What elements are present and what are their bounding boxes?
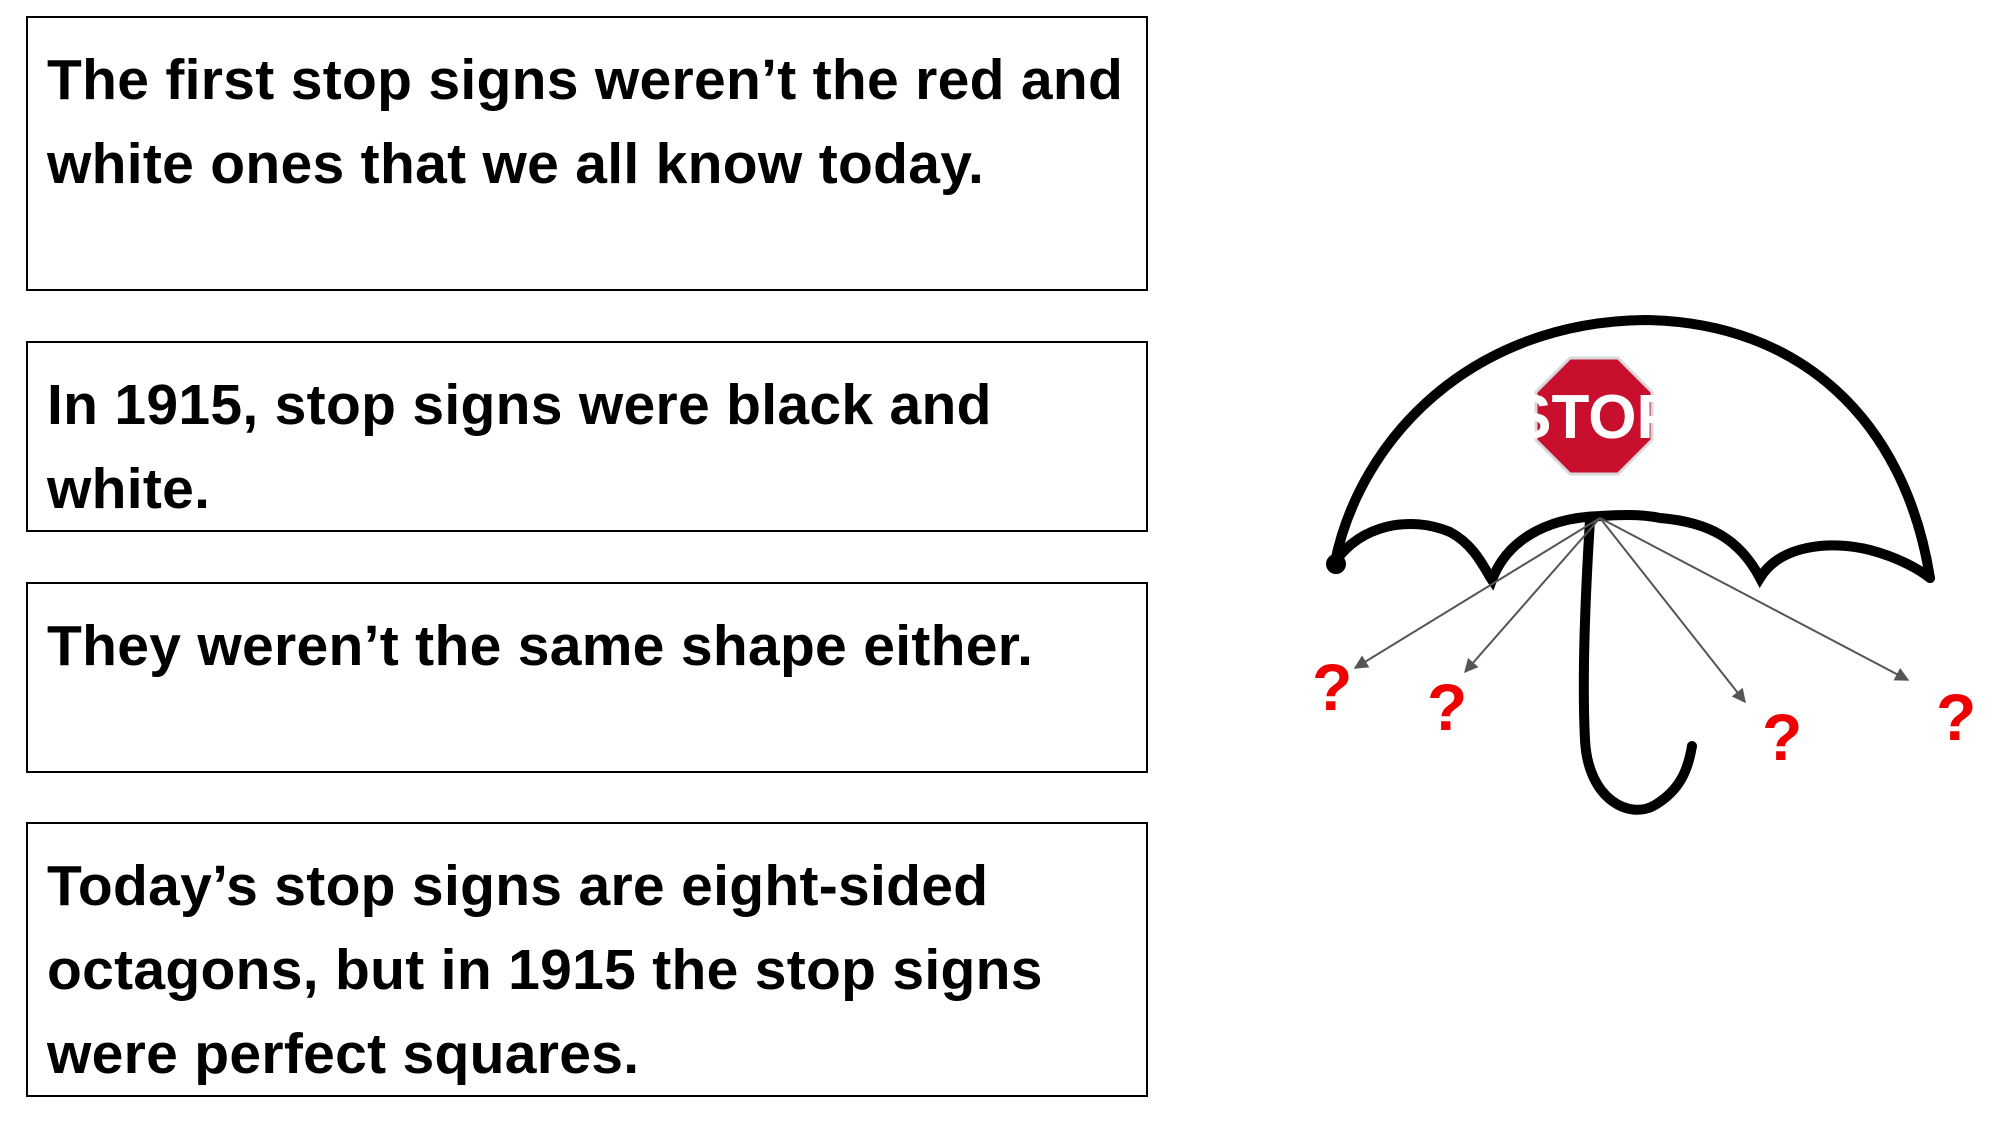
umbrella-tip — [1326, 554, 1346, 574]
umbrella-stop-sign-illustration: STOP ? ? ? ? — [1312, 314, 1976, 815]
fact-text-4: Today’s stop signs are eight-sided octag… — [47, 854, 1043, 1086]
umbrella-handle — [1578, 515, 1697, 815]
arrow-1 — [1353, 517, 1601, 669]
stop-sign-text: STOP — [1510, 383, 1678, 452]
fact-box-2: In 1915, stop signs were black and white… — [26, 341, 1148, 532]
fact-box-4: Today’s stop signs are eight-sided octag… — [26, 822, 1148, 1097]
arrow-2 — [1464, 517, 1601, 674]
question-mark-4: ? — [1936, 680, 1976, 754]
fact-text-3: They weren’t the same shape either. — [47, 614, 1034, 678]
question-mark-3: ? — [1762, 700, 1802, 774]
question-mark-2: ? — [1427, 670, 1467, 744]
stop-sign-icon: STOP — [1510, 356, 1678, 476]
fact-text-2: In 1915, stop signs were black and white… — [47, 373, 992, 521]
arrow-3 — [1599, 517, 1746, 704]
arrow-4 — [1599, 517, 1910, 681]
umbrella-canopy — [1330, 314, 1935, 583]
fact-text-1: The first stop signs weren’t the red and… — [47, 48, 1124, 196]
question-mark-1: ? — [1312, 650, 1352, 724]
fact-box-1: The first stop signs weren’t the red and… — [26, 16, 1148, 291]
umbrella-scallops — [1330, 509, 1935, 591]
fact-box-3: They weren’t the same shape either. — [26, 582, 1148, 773]
